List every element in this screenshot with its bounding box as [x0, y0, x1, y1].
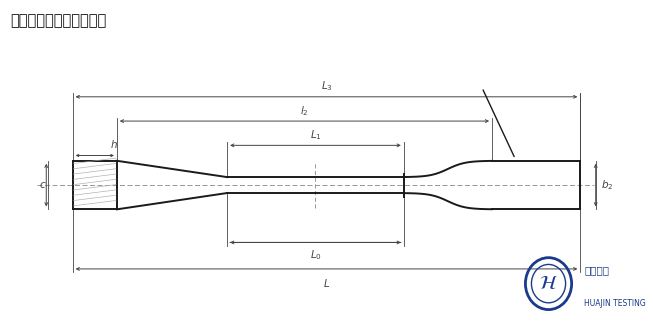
Text: $L$: $L$: [323, 277, 330, 289]
Text: $L_3$: $L_3$: [321, 80, 332, 93]
Text: $c$: $c$: [39, 180, 46, 190]
Text: $b_2$: $b_2$: [601, 178, 613, 192]
Text: $\mathcal{H}$: $\mathcal{H}$: [539, 274, 558, 293]
Text: HUAJIN TESTING: HUAJIN TESTING: [584, 299, 646, 308]
Text: $L_1$: $L_1$: [310, 128, 321, 142]
Text: 华谨检测: 华谨检测: [584, 266, 609, 275]
Text: $l_2$: $l_2$: [300, 104, 309, 118]
Text: 制样要求（塑料材料）：: 制样要求（塑料材料）：: [10, 13, 106, 28]
Text: $L_0$: $L_0$: [310, 248, 321, 261]
Text: $h$: $h$: [110, 138, 118, 150]
